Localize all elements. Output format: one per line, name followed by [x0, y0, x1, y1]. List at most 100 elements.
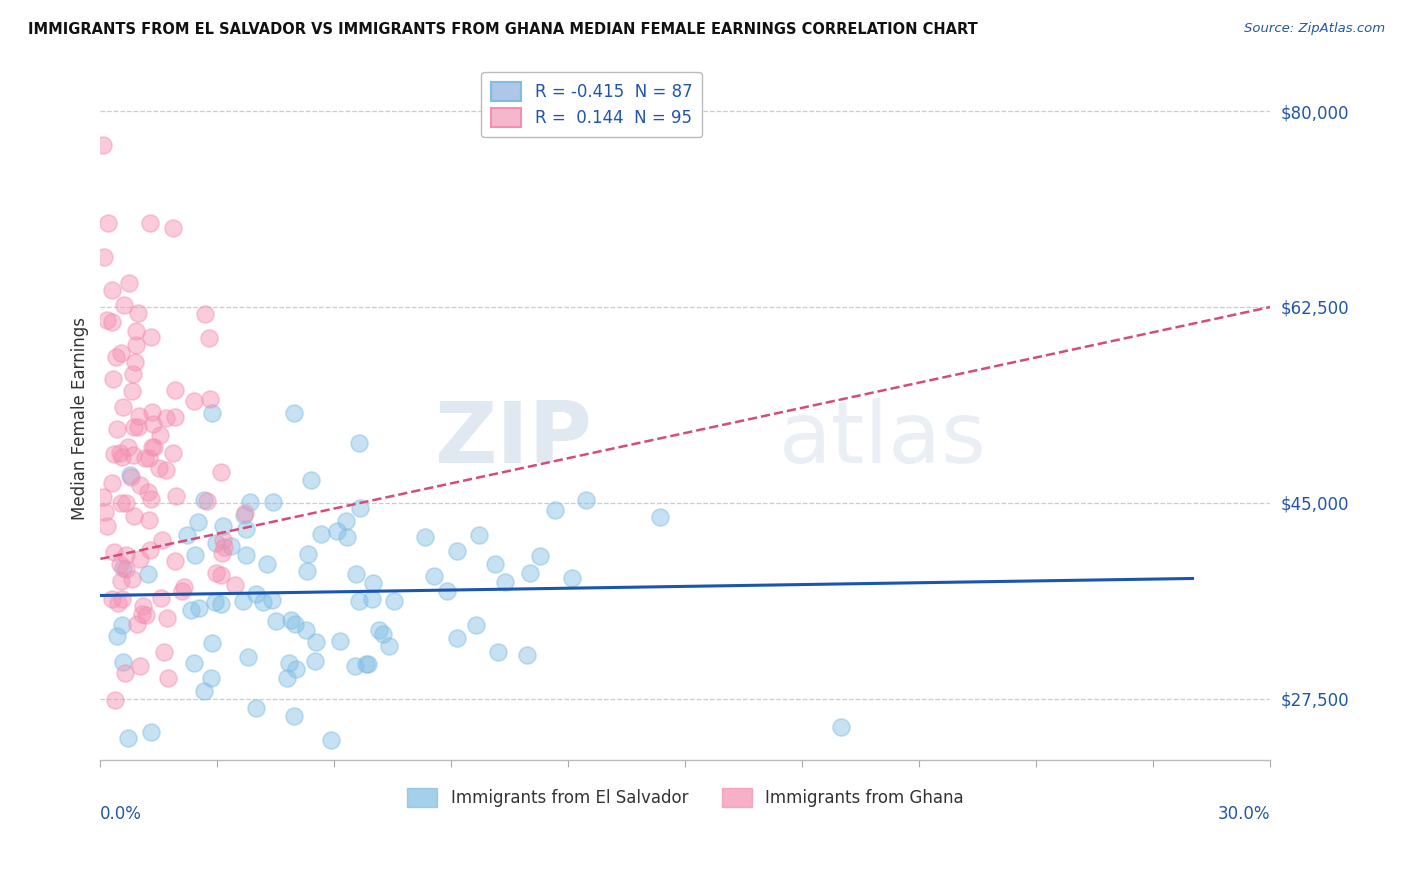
Point [176, 528, 198, 542]
Point [209, 597, 232, 611]
Point [125, 617, 148, 632]
Point [325, 524, 347, 538]
Point [170, 583, 193, 598]
Point [165, 554, 187, 568]
Point [486, 645, 509, 659]
Point [101, 476, 124, 491]
Point [329, 634, 352, 648]
Point [201, 406, 224, 420]
Point [101, 372, 124, 386]
Point [141, 405, 163, 419]
Point [354, 657, 377, 671]
Point [544, 503, 567, 517]
Point [114, 562, 136, 576]
Point [121, 572, 143, 586]
Point [413, 530, 436, 544]
Point [101, 283, 124, 297]
Point [194, 307, 217, 321]
Text: atlas: atlas [779, 398, 987, 481]
Point [139, 216, 162, 230]
Point [361, 592, 384, 607]
Point [93, 250, 115, 264]
Point [139, 543, 162, 558]
Point [183, 656, 205, 670]
Point [103, 447, 125, 461]
Point [335, 514, 357, 528]
Point [284, 617, 307, 632]
Point [129, 659, 152, 673]
Point [114, 665, 136, 680]
Point [141, 440, 163, 454]
Point [198, 331, 221, 345]
Point [149, 591, 172, 605]
Point [110, 345, 132, 359]
Point [93, 137, 115, 152]
Point [368, 624, 391, 638]
Point [319, 733, 342, 747]
Point [105, 629, 128, 643]
Point [180, 602, 202, 616]
Point [128, 409, 150, 424]
Text: ZIP: ZIP [434, 398, 592, 481]
Point [336, 530, 359, 544]
Point [212, 541, 235, 555]
Point [110, 574, 132, 588]
Point [91, 490, 114, 504]
Point [118, 276, 141, 290]
Point [382, 594, 405, 608]
Point [122, 448, 145, 462]
Point [129, 552, 152, 566]
Point [356, 657, 378, 671]
Point [235, 548, 257, 562]
Point [183, 393, 205, 408]
Point [139, 492, 162, 507]
Point [156, 611, 179, 625]
Point [361, 576, 384, 591]
Point [239, 495, 262, 509]
Point [110, 446, 132, 460]
Point [111, 656, 134, 670]
Point [233, 506, 256, 520]
Point [446, 632, 468, 646]
Point [494, 574, 516, 589]
Point [283, 709, 305, 723]
Point [187, 516, 209, 530]
Point [125, 324, 148, 338]
Point [436, 583, 458, 598]
Point [219, 540, 242, 554]
Point [283, 406, 305, 420]
Point [378, 639, 401, 653]
Point [311, 526, 333, 541]
Point [232, 508, 254, 523]
Legend: Immigrants from El Salvador, Immigrants from Ghana: Immigrants from El Salvador, Immigrants … [401, 781, 970, 814]
Point [184, 549, 207, 563]
Point [111, 401, 134, 415]
Point [529, 549, 551, 563]
Point [209, 465, 232, 479]
Point [245, 587, 267, 601]
Point [155, 463, 177, 477]
Point [165, 383, 187, 397]
Point [135, 608, 157, 623]
Point [232, 594, 254, 608]
Point [134, 451, 156, 466]
Point [127, 420, 149, 434]
Point [94, 505, 117, 519]
Point [575, 493, 598, 508]
Point [105, 422, 128, 436]
Point [120, 470, 142, 484]
Point [149, 427, 172, 442]
Point [201, 636, 224, 650]
Point [266, 614, 288, 628]
Point [297, 547, 319, 561]
Point [139, 330, 162, 344]
Point [117, 731, 139, 745]
Point [305, 635, 328, 649]
Point [114, 496, 136, 510]
Point [284, 662, 307, 676]
Point [344, 659, 367, 673]
Point [212, 533, 235, 548]
Point [260, 592, 283, 607]
Point [561, 571, 583, 585]
Text: 30.0%: 30.0% [1218, 805, 1271, 823]
